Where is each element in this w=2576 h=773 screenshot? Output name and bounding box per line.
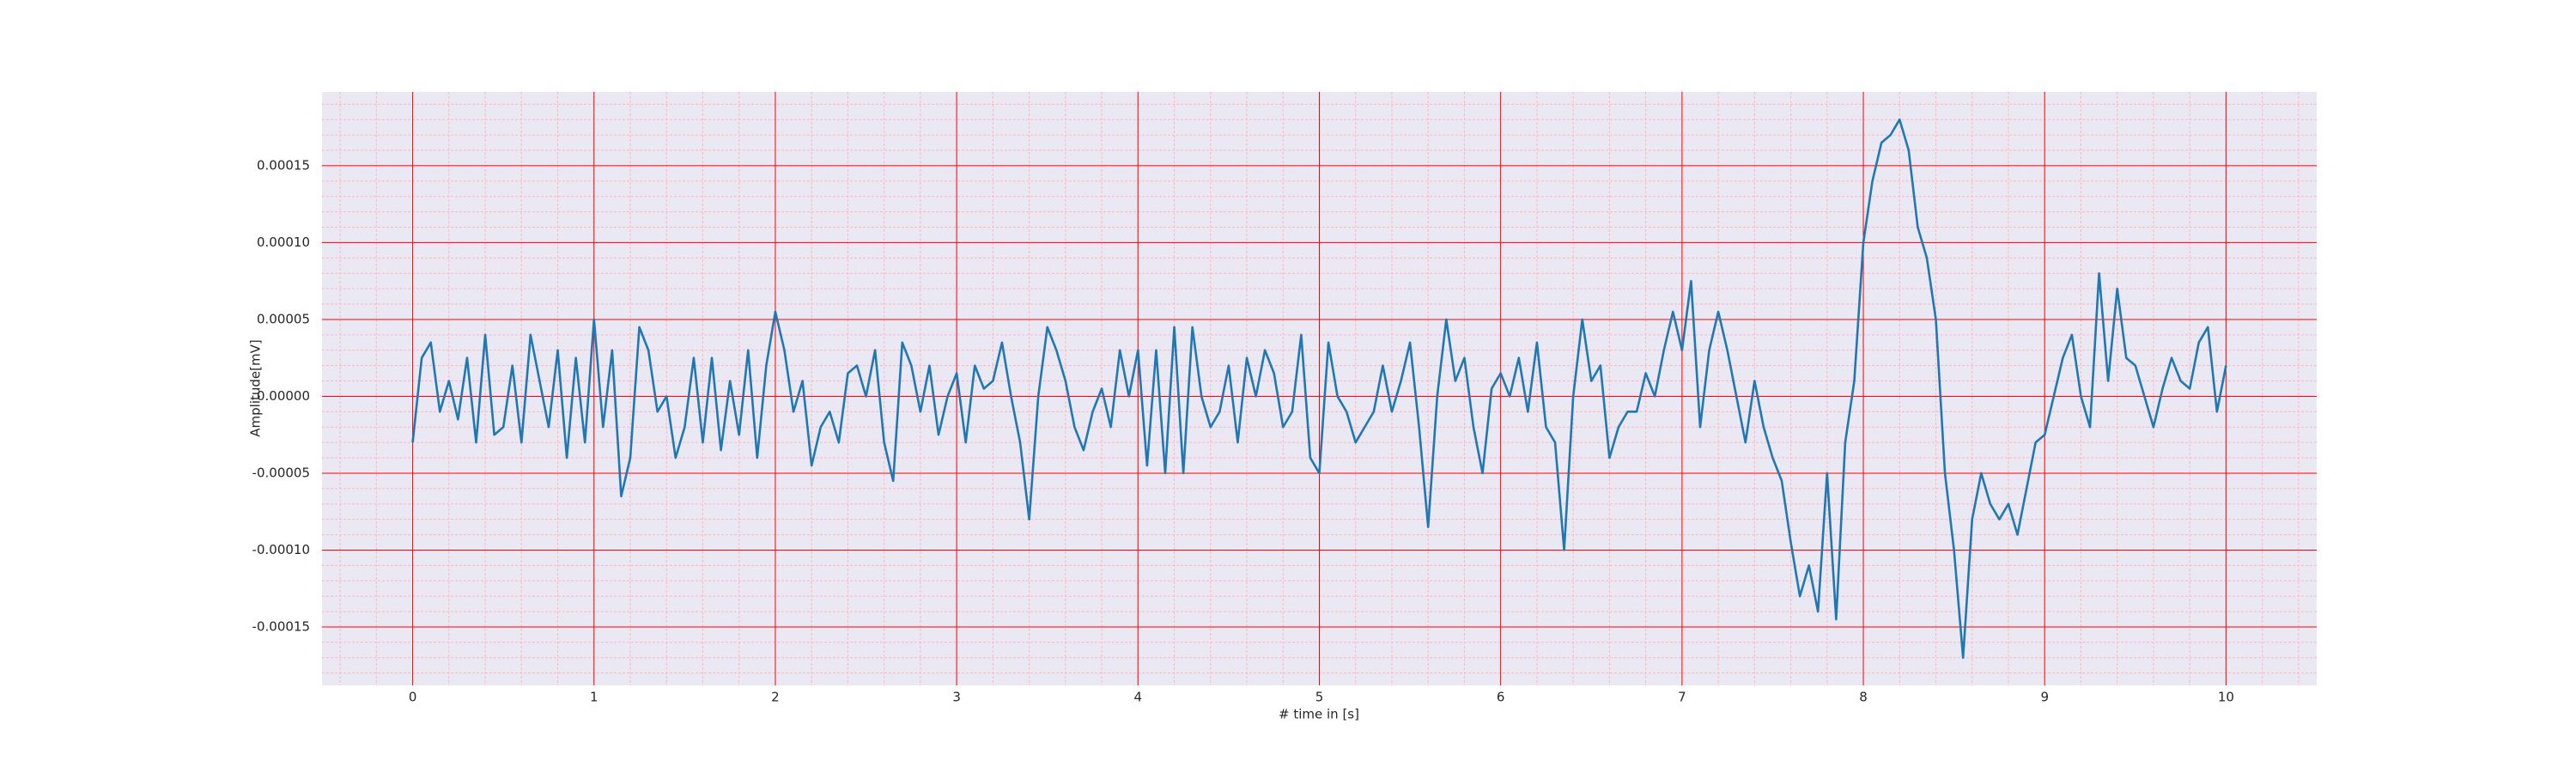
y-tick-label: -0.00005 [252, 465, 310, 480]
x-tick-label: 6 [1497, 690, 1505, 705]
x-tick-label: 7 [1678, 690, 1686, 705]
y-tick-label: -0.00010 [252, 542, 310, 557]
x-tick-label: 3 [952, 690, 961, 705]
x-tick-label: 8 [1859, 690, 1868, 705]
x-tick-label: 1 [590, 690, 598, 705]
y-tick-label: 0.00015 [257, 157, 310, 173]
x-tick-label: 10 [2218, 690, 2234, 705]
x-tick-label: 2 [771, 690, 780, 705]
line-series [411, 118, 2227, 660]
y-axis-label: Amplitude[mV] [248, 339, 264, 436]
y-tick-label: 0.00000 [257, 388, 310, 404]
x-tick-label: 0 [409, 690, 417, 705]
x-tick-label: 5 [1315, 690, 1324, 705]
y-tick-label: -0.00015 [252, 618, 310, 634]
x-tick-label: 4 [1134, 690, 1143, 705]
y-tick-label: 0.00005 [257, 311, 310, 326]
y-tick-label: 0.00010 [257, 234, 310, 250]
x-tick-label: 9 [2040, 690, 2049, 705]
x-axis-label: # time in [s] [1279, 707, 1359, 722]
